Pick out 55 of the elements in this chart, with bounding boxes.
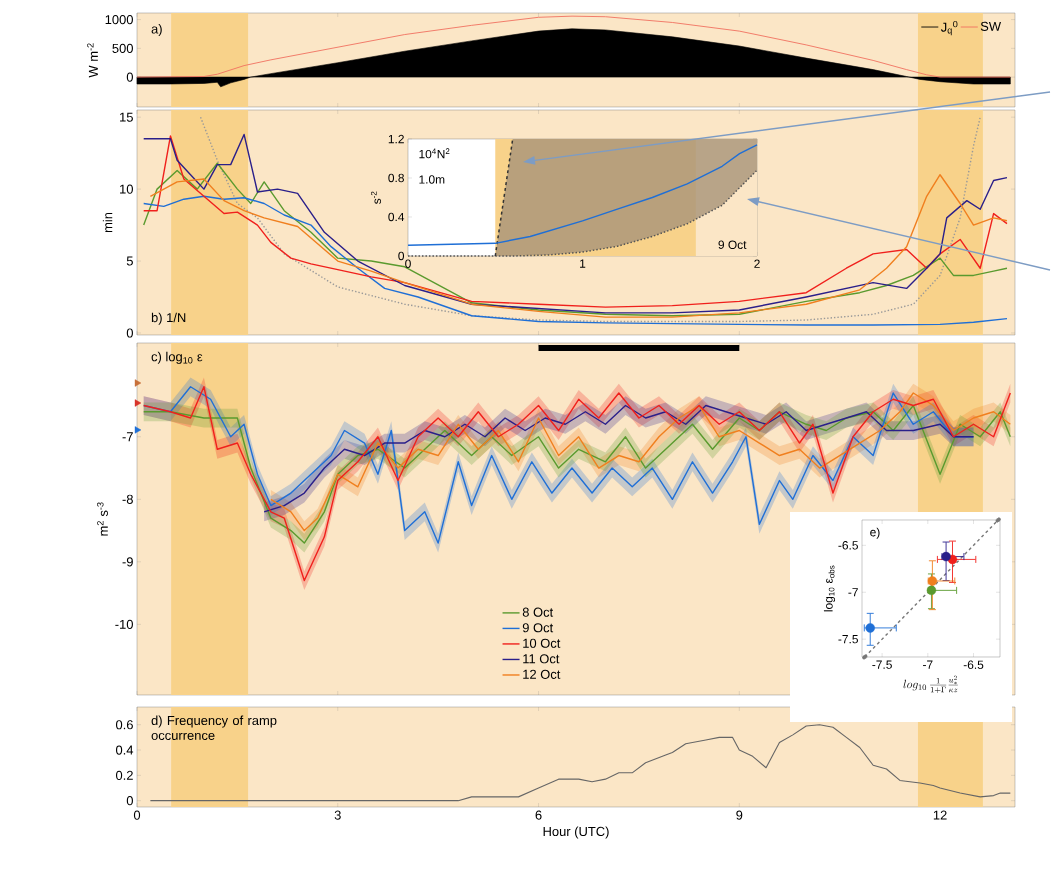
annotation: e) [870,527,880,539]
annotation: a) [151,24,162,37]
annotation: c) log$_{10}$ ε [151,351,203,364]
y-tick-label: 500 [112,43,133,53]
x-tick-label: 0 [405,259,411,268]
x-tick-label: -7 [923,660,933,669]
y-axis-title: m$^{2}$ s$^{-3}$ [97,502,108,536]
annotation: 10$^{4}$N$^{2}$ [419,148,450,159]
y-tick-label: -7 [848,588,858,597]
x-tick-label: 9 [736,810,743,820]
y-tick-label: 1.2 [388,134,404,144]
legend-label: 10 Oct [523,638,561,648]
y-tick-label: 0 [126,796,133,806]
y-tick-label: 0.4 [115,745,134,755]
legend-label: 12 Oct [523,669,561,679]
legend-label: 8 Oct [522,607,554,617]
x-tick-label: 2 [754,259,760,268]
annotation: b) 1/N [151,312,186,325]
x-axis-title: $log_{10}\,\frac{1}{1+\Gamma}\frac{u_*^2}{\kappa z}$ [903,675,958,694]
x-tick-label: 3 [334,810,341,820]
annotation: 1.0m [419,175,445,184]
legend-label: SW [980,21,1002,31]
y-tick-label: -8 [122,494,133,504]
annotation: 9 Oct [718,240,747,249]
y-axis-title: min [102,212,113,233]
y-tick-label: 15 [120,112,133,122]
y-tick-label: -7.5 [838,635,858,644]
x-tick-label: -6.5 [963,660,984,669]
legend-label: 11 Oct [523,654,560,664]
y-tick-label: 0 [126,72,133,82]
y-tick-label: -6.5 [838,541,858,550]
x-tick-label: 6 [535,810,542,820]
x-axis-title: Hour (UTC) [543,826,609,839]
y-axis-title: s$^{-2}$ [371,191,382,204]
y-axis-title: log$_{10}$ ε$_{obs}$ [823,565,836,612]
y-tick-label: 0.6 [115,720,133,730]
y-tick-label: 0.8 [388,173,404,183]
x-tick-label: 1 [580,259,586,268]
y-tick-label: -7 [122,432,133,442]
x-tick-label: 0 [133,810,141,820]
x-tick-label: 12 [933,810,947,820]
y-tick-label: 10 [120,184,133,194]
annotation: d) Frequency of ramp occurrence [151,715,277,740]
y-tick-label: 5 [126,256,133,266]
legend-label: 9 Oct [522,623,554,633]
y-tick-label: -9 [122,557,133,567]
y-tick-label: -10 [115,619,133,629]
y-tick-label: 0.4 [388,212,405,222]
y-axis-title: W m$^{-2}$ [87,43,98,78]
legend-label: J$_{q}$0 [940,20,958,36]
y-tick-label: 0 [398,251,405,261]
x-tick-label: -7.5 [872,660,892,669]
y-tick-label: 0.2 [115,770,133,780]
y-tick-label: 0 [126,328,133,338]
y-tick-label: 1000 [105,15,133,25]
